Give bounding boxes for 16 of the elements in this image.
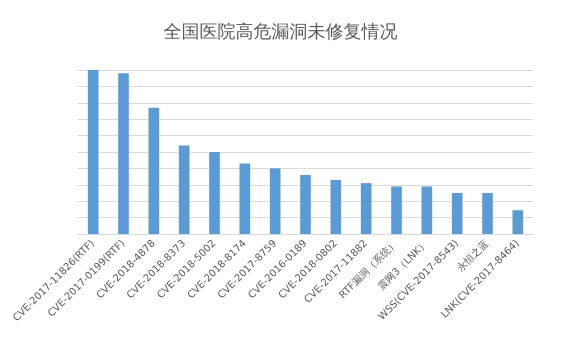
bar (330, 180, 342, 234)
bar (452, 193, 462, 234)
bar (391, 186, 402, 234)
bar (482, 193, 493, 234)
chart-title: 全国医院高危漏洞未修复情况 (164, 22, 398, 42)
bar (360, 183, 372, 234)
bar (422, 186, 432, 234)
bar (300, 174, 311, 234)
bar (178, 145, 190, 234)
bar (512, 210, 524, 234)
bar (209, 152, 220, 234)
bar (88, 70, 98, 234)
bar (270, 168, 280, 234)
bar (240, 163, 250, 234)
bar (148, 108, 160, 234)
bar (118, 73, 129, 234)
